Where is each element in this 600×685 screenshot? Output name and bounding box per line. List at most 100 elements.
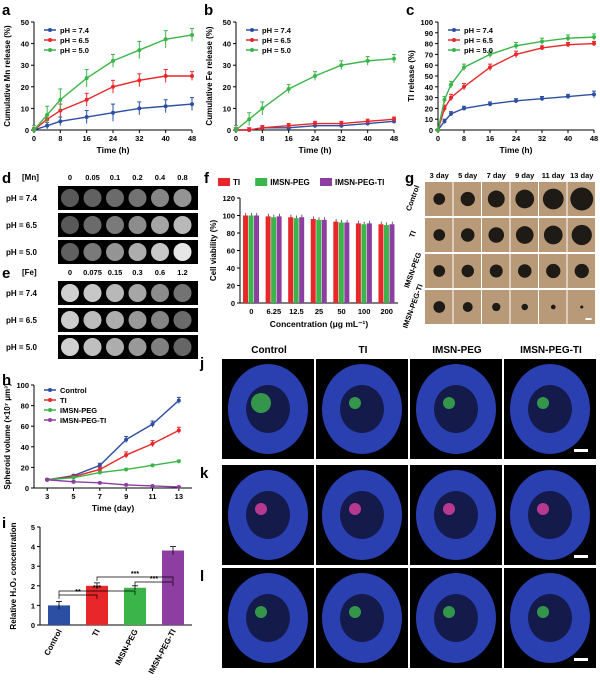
x-tick-label: 16 — [486, 134, 494, 143]
phantom-well — [61, 284, 79, 302]
column-label: TI — [359, 345, 368, 356]
data-point — [190, 32, 194, 37]
panel-label-f: f — [204, 170, 209, 187]
panel-label-b: b — [204, 2, 214, 19]
bar — [124, 587, 146, 625]
data-point — [45, 112, 50, 117]
panel-label-k: k — [200, 465, 209, 482]
chart-mn-release: 0 8 16 24 32 40 48 0 10 20 30 40 50 Time (h) Cumulativ… — [3, 18, 196, 155]
spheroid-core — [340, 385, 384, 433]
x-tick-label: 8 — [260, 134, 264, 143]
data-point — [514, 43, 518, 48]
data-point — [163, 37, 168, 42]
y-tick-label: 60 — [227, 247, 235, 256]
data-point — [45, 477, 50, 482]
panel-label-i: i — [2, 515, 7, 532]
legend-marker — [48, 388, 52, 392]
data-point — [111, 84, 115, 89]
spheroid — [517, 264, 532, 278]
data-point — [313, 74, 317, 78]
y-tick-label: 40 — [227, 264, 235, 273]
x-tick-label: 24 — [311, 134, 320, 143]
concentration-label: 0 — [68, 268, 72, 277]
x-tick-label: 5 — [71, 492, 75, 501]
y-tick-label: 60 — [21, 422, 29, 431]
data-point — [84, 76, 89, 81]
y-tick-label: 30 — [425, 94, 433, 103]
fluorescence-signal — [349, 503, 361, 515]
bar — [48, 605, 70, 625]
bar — [355, 223, 361, 303]
data-point — [150, 463, 155, 468]
data-point — [137, 106, 142, 111]
y-tick-label: 40 — [21, 443, 29, 452]
x-axis-label: Time (h) — [299, 145, 332, 155]
data-point — [176, 398, 181, 403]
x-tick-label: IMSN-PEG-TI — [147, 628, 178, 676]
spheroid — [461, 264, 474, 278]
bar — [162, 550, 184, 625]
concentration-label: 0.2 — [132, 173, 142, 182]
row-label: IMSN-PEG — [403, 251, 423, 289]
y-tick-label: 20 — [21, 463, 29, 472]
concentration-label: 0.6 — [155, 268, 165, 277]
data-point — [150, 483, 155, 488]
concentration-label: 0.3 — [132, 268, 142, 277]
x-tick-label: 9 — [124, 492, 128, 501]
y-tick-label: 3 — [31, 562, 35, 571]
x-axis-label: Time (day) — [92, 503, 135, 513]
scale-bar — [574, 555, 588, 558]
fluorescence-signal — [537, 397, 549, 409]
phantom-well — [173, 243, 192, 261]
bar — [254, 215, 260, 303]
data-point — [176, 428, 181, 433]
legend-marker — [250, 38, 254, 42]
phantom-well — [61, 216, 79, 234]
series-line — [33, 103, 193, 131]
x-tick-label: 32 — [337, 134, 345, 143]
y-tick-label: 0 — [25, 484, 29, 493]
data-point — [97, 463, 102, 468]
legend-label: IMSN-PEG — [270, 178, 310, 187]
data-point — [124, 482, 129, 487]
spheroid — [488, 227, 505, 243]
y-tick-label: 50 — [425, 72, 433, 81]
data-point — [592, 92, 596, 97]
y-tick-label: 60 — [425, 61, 433, 70]
legend-label: IMSN-PEG — [60, 406, 97, 415]
scale-bar — [574, 449, 588, 452]
data-point — [234, 128, 238, 132]
concentration-label: 0.075 — [83, 268, 102, 277]
series-line — [33, 34, 193, 131]
data-point — [514, 52, 518, 57]
x-tick-label: IMSN-PEG — [113, 628, 140, 667]
x-tick-label: 0 — [436, 134, 440, 143]
y-tick-label: 80 — [425, 40, 433, 49]
ph-row-label: pH = 6.5 — [6, 221, 37, 230]
data-point — [313, 121, 317, 126]
ph-row-label: pH = 5.0 — [6, 248, 37, 257]
x-tick-label: 24 — [512, 134, 521, 143]
x-tick-label: 200 — [380, 307, 393, 316]
y-tick-label: 90 — [425, 29, 433, 38]
spheroid-core — [528, 385, 572, 433]
data-point — [176, 484, 181, 489]
x-tick-label: 16 — [82, 134, 90, 143]
data-point — [58, 119, 63, 124]
significance-bracket — [58, 594, 98, 599]
x-tick-label: 40 — [161, 134, 169, 143]
y-tick-label: 30 — [21, 61, 29, 70]
fluorescence-signal — [443, 503, 455, 515]
phantom-well — [128, 216, 147, 234]
data-point — [176, 459, 181, 464]
y-tick-label: 4 — [31, 543, 36, 552]
ph-row-label: pH = 6.5 — [6, 316, 37, 325]
bar — [338, 222, 344, 303]
panel-label-d: d — [2, 170, 12, 187]
data-point — [442, 97, 447, 102]
concentration-label: 0.15 — [108, 268, 123, 277]
data-point — [339, 63, 344, 68]
bar — [243, 215, 249, 303]
y-tick-label: 100 — [222, 212, 235, 221]
x-axis-label: Time (h) — [97, 145, 130, 155]
